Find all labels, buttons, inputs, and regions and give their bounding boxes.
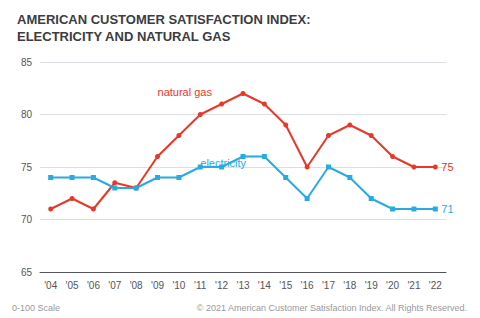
svg-text:65: 65 bbox=[21, 267, 33, 278]
svg-text:natural gas: natural gas bbox=[158, 86, 213, 98]
svg-text:80: 80 bbox=[21, 109, 33, 120]
svg-text:'20: '20 bbox=[386, 280, 399, 291]
svg-text:'04: '04 bbox=[44, 280, 57, 291]
svg-text:ELECTRICITY AND NATURAL GAS: ELECTRICITY AND NATURAL GAS bbox=[17, 29, 231, 44]
svg-text:'12: '12 bbox=[215, 280, 228, 291]
svg-text:85: 85 bbox=[21, 57, 33, 68]
svg-text:71: 71 bbox=[441, 203, 453, 215]
svg-text:AMERICAN CUSTOMER SATISFACTION: AMERICAN CUSTOMER SATISFACTION INDEX: bbox=[17, 12, 310, 27]
svg-text:'07: '07 bbox=[108, 280, 121, 291]
svg-text:'16: '16 bbox=[301, 280, 314, 291]
svg-text:© 2021 American Customer Satis: © 2021 American Customer Satisfaction In… bbox=[197, 303, 467, 313]
svg-text:'09: '09 bbox=[151, 280, 164, 291]
svg-text:electricity: electricity bbox=[200, 157, 246, 169]
svg-text:'06: '06 bbox=[87, 280, 100, 291]
svg-text:'05: '05 bbox=[66, 280, 79, 291]
svg-text:'22: '22 bbox=[429, 280, 442, 291]
svg-text:'11: '11 bbox=[194, 280, 207, 291]
svg-text:'13: '13 bbox=[236, 280, 249, 291]
svg-text:75: 75 bbox=[21, 162, 33, 173]
svg-text:'08: '08 bbox=[130, 280, 143, 291]
svg-text:'18: '18 bbox=[343, 280, 356, 291]
svg-text:0-100 Scale: 0-100 Scale bbox=[12, 303, 60, 313]
svg-text:'21: '21 bbox=[407, 280, 420, 291]
svg-text:'15: '15 bbox=[279, 280, 292, 291]
svg-text:75: 75 bbox=[441, 161, 453, 173]
svg-text:'19: '19 bbox=[365, 280, 378, 291]
svg-text:'14: '14 bbox=[258, 280, 271, 291]
svg-text:70: 70 bbox=[21, 214, 33, 225]
svg-text:'17: '17 bbox=[322, 280, 335, 291]
svg-text:'10: '10 bbox=[172, 280, 185, 291]
